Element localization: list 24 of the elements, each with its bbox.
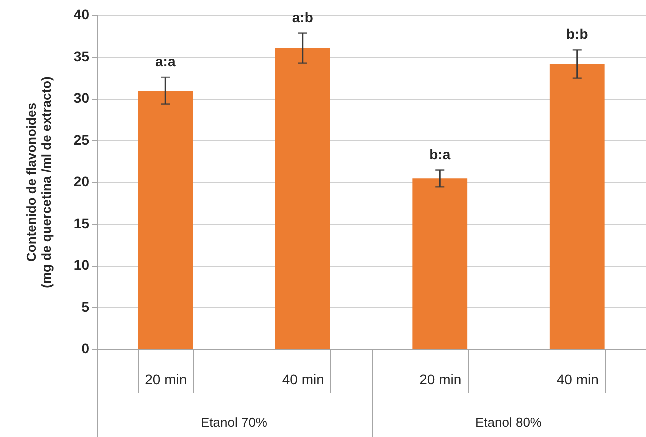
y-tick-label: 35 (74, 48, 90, 64)
y-tick-label: 40 (74, 6, 90, 22)
data-label: b:b (566, 26, 588, 42)
data-label: a:a (156, 54, 176, 70)
bar (275, 48, 330, 349)
data-label: b:a (430, 146, 451, 162)
y-tick-label: 30 (74, 90, 90, 106)
y-tick-label: 5 (82, 298, 90, 315)
y-axis-title: Contenido de flavonoides (mg de quercetina /ml de extracto) (24, 76, 54, 288)
data-label: a:b (292, 9, 314, 26)
y-tick-label: 20 (74, 174, 90, 190)
x-tick-label: 40 min (556, 372, 599, 388)
bar (412, 178, 468, 349)
x-tick-label: 20 min (420, 372, 462, 388)
y-tick-label: 25 (74, 132, 90, 148)
bar (138, 90, 194, 349)
y-tick-label: 15 (74, 215, 90, 232)
bar (550, 64, 605, 349)
text: Etanol 80% (476, 415, 542, 430)
x-tick-label: 20 min (145, 372, 188, 388)
y-tick-label: 0 (82, 340, 90, 356)
y-tick-label: 10 (74, 257, 90, 273)
text: Etanol 70% (201, 415, 268, 430)
x-tick-label: 40 min (282, 372, 324, 388)
